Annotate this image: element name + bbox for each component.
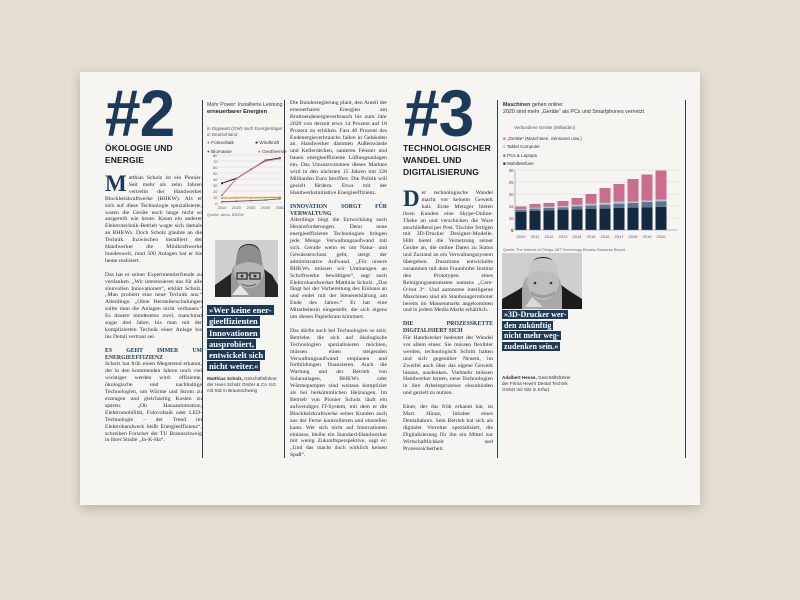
svg-text:2040: 2040 bbox=[261, 205, 271, 210]
svg-text:25: 25 bbox=[509, 180, 514, 185]
svg-text:2014: 2014 bbox=[573, 234, 583, 239]
svg-text:50: 50 bbox=[213, 171, 218, 176]
svg-text:20: 20 bbox=[213, 189, 218, 194]
svg-text:2020: 2020 bbox=[657, 234, 667, 239]
svg-text:2017: 2017 bbox=[615, 234, 625, 239]
svg-text:2020: 2020 bbox=[232, 205, 242, 210]
svg-text:2010: 2010 bbox=[218, 205, 228, 210]
svg-text:2019: 2019 bbox=[643, 234, 653, 239]
svg-text:20: 20 bbox=[509, 192, 514, 197]
svg-text:2030: 2030 bbox=[247, 205, 257, 210]
svg-text:10: 10 bbox=[213, 195, 218, 200]
svg-text:30: 30 bbox=[213, 183, 218, 188]
svg-text:2016: 2016 bbox=[601, 234, 611, 239]
svg-text:30: 30 bbox=[509, 168, 514, 173]
svg-text:2013: 2013 bbox=[559, 234, 569, 239]
svg-text:0: 0 bbox=[511, 228, 514, 233]
svg-text:60: 60 bbox=[213, 165, 218, 170]
svg-text:70: 70 bbox=[213, 159, 218, 164]
svg-text:2050: 2050 bbox=[276, 205, 286, 210]
svg-text:40: 40 bbox=[213, 177, 218, 182]
svg-text:2011: 2011 bbox=[531, 234, 540, 239]
svg-text:2012: 2012 bbox=[545, 234, 555, 239]
svg-text:80: 80 bbox=[213, 153, 218, 158]
svg-text:15: 15 bbox=[509, 204, 514, 209]
svg-text:2010: 2010 bbox=[517, 234, 527, 239]
svg-text:2018: 2018 bbox=[629, 234, 639, 239]
svg-text:2015: 2015 bbox=[587, 234, 597, 239]
svg-text:10: 10 bbox=[509, 216, 514, 221]
